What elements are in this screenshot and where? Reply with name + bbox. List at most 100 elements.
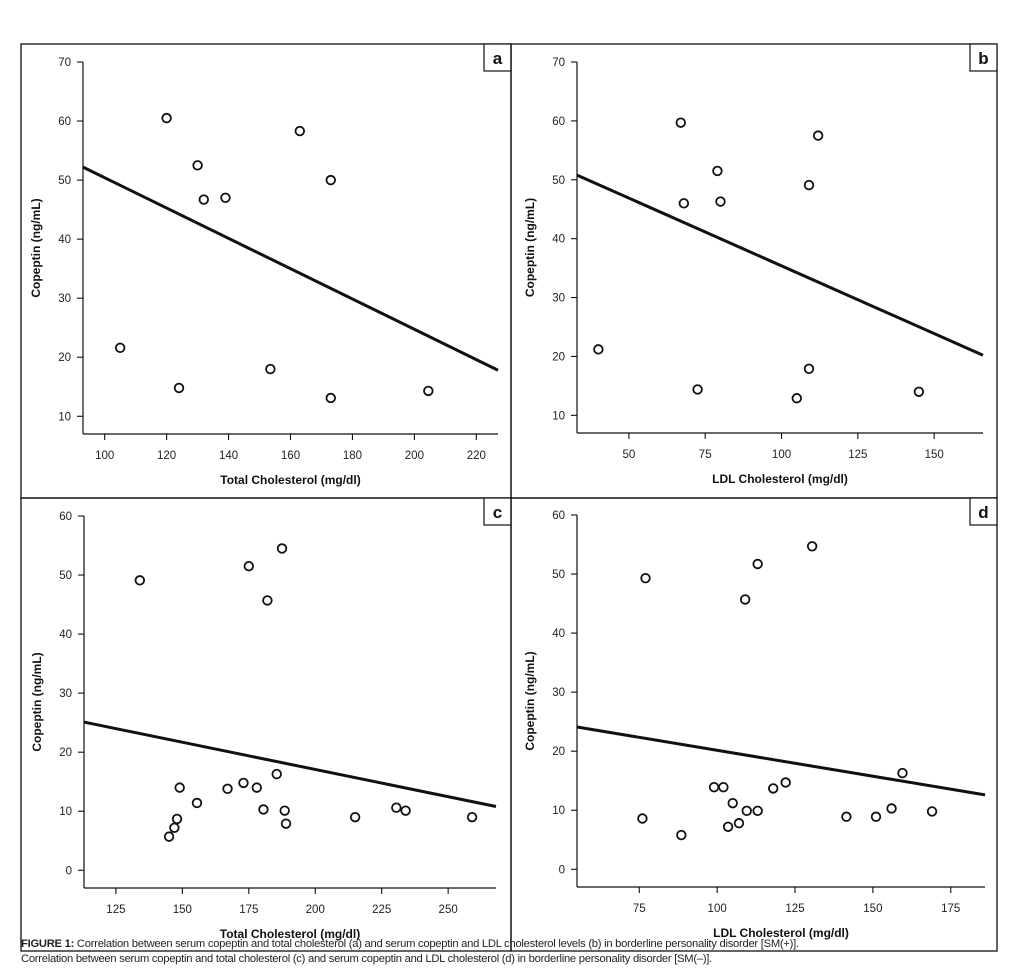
data-point (803, 363, 815, 375)
data-point (191, 797, 203, 809)
data-point (262, 595, 273, 606)
data-point (271, 768, 282, 780)
x-tick-label: 200 (306, 904, 325, 916)
data-point (897, 767, 908, 779)
data-point (708, 782, 720, 793)
data-point (841, 811, 852, 822)
data-point (173, 382, 185, 394)
data-point (678, 198, 690, 209)
x-tick-label: 100 (708, 903, 727, 915)
x-axis-title: LDL Cholesterol (mg/dl) (712, 472, 848, 486)
y-tick-label: 30 (552, 687, 565, 699)
data-point (752, 558, 763, 570)
data-point (198, 194, 209, 205)
x-axis-title: Total Cholesterol (mg/dl) (220, 473, 360, 487)
data-point (400, 805, 411, 816)
y-tick-label: 10 (59, 806, 72, 818)
data-point (806, 541, 818, 552)
x-tick-label: 100 (95, 450, 114, 462)
y-tick-label: 60 (552, 510, 565, 522)
data-point (712, 165, 723, 177)
panel-letter: a (493, 49, 503, 68)
x-tick-label: 50 (622, 449, 635, 461)
data-point (391, 802, 402, 813)
data-point (727, 797, 738, 809)
data-point (722, 821, 734, 832)
data-point (593, 344, 604, 355)
data-point (325, 174, 336, 186)
data-point (926, 806, 938, 817)
data-point (265, 363, 276, 375)
y-tick-label: 20 (58, 352, 71, 364)
data-point (174, 782, 185, 793)
y-tick-label: 70 (58, 57, 71, 69)
x-tick-label: 120 (157, 450, 176, 462)
data-point (715, 196, 726, 207)
panel-letter: b (978, 49, 988, 68)
data-point (192, 160, 203, 171)
panel-frame (510, 497, 998, 952)
x-tick-label: 200 (405, 450, 424, 462)
panel-c: c 0 10 20 30 40 50 60 125 150 175 200 225 250 Total Ch… (20, 497, 512, 952)
y-tick-label: 0 (66, 865, 72, 877)
data-point (134, 575, 146, 586)
x-tick-label: 150 (863, 903, 882, 915)
caption-line-1: FIGURE 1: Correlation between serum cope… (21, 937, 1006, 952)
x-axis-title: Total Cholesterol (mg/dl) (220, 927, 360, 941)
y-tick-label: 30 (59, 688, 72, 700)
panel-letter: d (978, 503, 988, 522)
data-point (251, 782, 262, 793)
data-point (325, 392, 336, 404)
data-point (676, 829, 687, 841)
y-tick-label: 40 (552, 628, 565, 640)
data-point (171, 813, 183, 825)
data-point (161, 112, 172, 124)
y-tick-label: 10 (552, 410, 565, 422)
y-tick-label: 20 (59, 747, 72, 759)
y-axis-title: Copeptin (ng/mL) (29, 198, 43, 297)
x-tick-label: 175 (941, 903, 960, 915)
x-tick-label: 225 (372, 904, 391, 916)
data-point (349, 811, 361, 823)
x-tick-label: 125 (785, 903, 804, 915)
data-point (243, 560, 255, 572)
y-tick-label: 10 (552, 805, 565, 817)
x-tick-label: 125 (848, 449, 867, 461)
y-tick-label: 30 (552, 293, 565, 305)
y-tick-label: 30 (58, 293, 71, 305)
panel-frame (20, 43, 512, 499)
panel-a: a 10 20 30 40 50 60 70 100 120 140 160 180 200 220 Tota… (20, 43, 512, 499)
data-point (294, 125, 305, 137)
y-tick-label: 40 (59, 629, 72, 641)
y-tick-label: 70 (552, 57, 565, 69)
data-point (803, 179, 815, 191)
data-point (220, 192, 231, 204)
x-tick-label: 180 (343, 450, 362, 462)
data-point (733, 818, 745, 829)
x-tick-label: 125 (106, 904, 125, 916)
data-point (780, 777, 791, 788)
data-point (675, 117, 686, 128)
data-point (114, 342, 126, 353)
caption-text-1: Correlation between serum copeptin and t… (74, 938, 799, 950)
data-point (870, 811, 882, 822)
y-tick-label: 50 (58, 175, 71, 187)
y-tick-label: 0 (559, 864, 565, 876)
y-axis-title: Copeptin (ng/mL) (30, 652, 44, 751)
x-tick-label: 75 (633, 903, 646, 915)
data-point (222, 783, 233, 795)
regression-line (576, 725, 986, 797)
panel-d: d 0 10 20 30 40 50 60 75 100 125 150 175 LDL Choleste… (510, 497, 998, 952)
y-tick-label: 10 (58, 411, 71, 423)
y-axis-title: Copeptin (ng/mL) (523, 651, 537, 750)
data-point (637, 813, 648, 824)
panel-letter-box (969, 497, 998, 526)
y-tick-label: 40 (552, 234, 565, 246)
x-tick-label: 150 (925, 449, 944, 461)
y-tick-label: 60 (58, 116, 71, 128)
y-axis-title: Copeptin (ng/mL) (523, 198, 537, 297)
data-point (238, 777, 249, 789)
data-point (279, 805, 290, 816)
data-point (741, 805, 752, 817)
